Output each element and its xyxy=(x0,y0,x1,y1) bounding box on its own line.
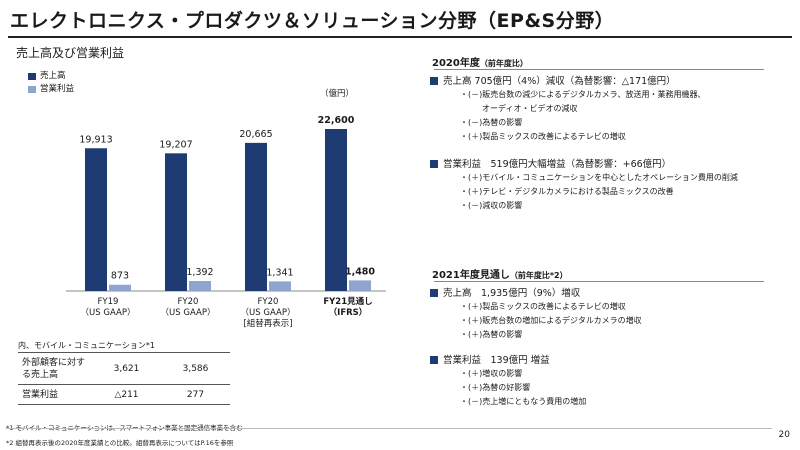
bullet-2020-op-income: 営業利益 519億円大幅増益（為替影響：+66億円） xyxy=(430,156,671,170)
x-tick-label: FY19 xyxy=(98,297,119,307)
footer-divider xyxy=(6,428,772,429)
section-2021-title-text: 2021年度見通し xyxy=(432,270,510,281)
bar-op-income xyxy=(189,281,211,291)
list-item: ・(＋)為替の好影響 xyxy=(460,383,531,392)
legend-item-sales: 売上高 xyxy=(28,70,74,83)
bar-op-income xyxy=(349,280,371,291)
section-2020-title-text: 2020年度 xyxy=(432,58,480,69)
bullet-square-icon xyxy=(430,289,438,297)
bullet-square-icon xyxy=(430,356,438,364)
table-row-label: 営業利益 xyxy=(18,384,92,405)
bullet-2020-sales: 売上高 705億円（4%）減収（為替影響：△171億円） xyxy=(430,73,676,87)
table-cell: △211 xyxy=(92,384,161,405)
data-label-op-income: 1,480 xyxy=(345,266,375,277)
bullet-text: 営業利益 139億円 増益 xyxy=(443,355,550,366)
x-tick-label: FY20 xyxy=(258,297,279,307)
table-cell: 277 xyxy=(161,384,230,405)
x-tick-label: [組替再表示] xyxy=(243,318,292,329)
bullet-2021-op-income: 営業利益 139億円 増益 xyxy=(430,352,550,366)
bullet-text: 営業利益 519億円大幅増益（為替影響：+66億円） xyxy=(443,159,672,170)
table-cell: 3,621 xyxy=(92,352,161,385)
x-tick-label: （US GAAP） xyxy=(81,307,136,318)
bar-sales xyxy=(85,148,107,291)
legend-label-op-income: 営業利益 xyxy=(40,84,75,94)
x-tick-label: （IFRS） xyxy=(329,307,368,318)
section-2020-subtitle: （前年度比） xyxy=(479,59,528,68)
bar-op-income xyxy=(269,281,291,291)
footnote-1: *1 モバイル・コミュニケーションは、スマートフォン事業と固定通信事業を含む xyxy=(6,424,243,432)
chart-unit-label: （億円） xyxy=(320,89,355,99)
data-label-op-income: 873 xyxy=(111,271,129,282)
bullet-text: 売上高 705億円（4%）減収（為替影響：△171億円） xyxy=(443,76,676,87)
list-item: ・(－)減収の影響 xyxy=(460,201,523,210)
segment-table-title: 内、モバイル・コミュニケーション*1 xyxy=(18,341,155,350)
list-item: ・(－)為替の影響 xyxy=(460,118,523,127)
list-item: ・(＋)モバイル・コミュニケーションを中心としたオペレーション費用の削減 xyxy=(460,173,738,182)
list-item: ・(－)販売台数の減少によるデジタルカメラ、放送用・業務用機器、 xyxy=(460,90,706,99)
bullet-square-icon xyxy=(430,77,438,85)
section-2021-divider xyxy=(434,281,764,282)
bullet-2021-sales: 売上高 1,935億円（9%）増収 xyxy=(430,285,580,299)
data-label-op-income: 1,392 xyxy=(186,267,213,278)
section-2021-subtitle: （前年度比*2） xyxy=(509,271,568,280)
bar-op-income xyxy=(109,284,131,291)
data-label-sales: 20,665 xyxy=(239,129,272,140)
data-label-sales: 22,600 xyxy=(318,115,355,126)
x-tick-label: FY20 xyxy=(178,297,199,307)
legend-item-op-income: 営業利益 xyxy=(28,83,74,96)
bullet-square-icon xyxy=(430,160,438,168)
data-label-sales: 19,207 xyxy=(159,139,192,150)
list-item: ・(＋)増収の影響 xyxy=(460,369,523,378)
legend-label-sales: 売上高 xyxy=(40,71,66,81)
title-divider xyxy=(8,36,792,38)
chart-legend: 売上高 営業利益 xyxy=(28,70,74,96)
section-2020-divider xyxy=(434,69,764,70)
list-item: ・(－)売上増にともなう費用の増加 xyxy=(460,397,587,406)
legend-swatch-sales xyxy=(28,73,36,80)
footnote-2: *2 組替再表示後の2020年度業績との比較。組替再表示についてはP.16を参照 xyxy=(6,439,234,447)
table-row: 外部顧客に対する売上高 3,621 3,586 xyxy=(18,352,230,385)
data-label-op-income: 1,341 xyxy=(266,267,293,278)
x-tick-label: （US GAAP） xyxy=(161,307,216,318)
page-number: 20 xyxy=(778,430,790,440)
bar-sales xyxy=(245,142,267,291)
chart-title: 売上高及び営業利益 xyxy=(16,46,125,60)
list-item: ・(＋)テレビ・デジタルカメラにおける製品ミックスの改善 xyxy=(460,187,674,196)
bullet-text: 売上高 1,935億円（9%）増収 xyxy=(443,288,581,299)
list-item: オーディオ・ビデオの減収 xyxy=(482,104,578,113)
page-title: エレクトロニクス・プロダクツ＆ソリューション分野（EP&S分野） xyxy=(10,10,615,32)
list-item: ・(＋)為替の影響 xyxy=(460,330,523,339)
table-row-label: 外部顧客に対する売上高 xyxy=(18,352,92,385)
data-label-sales: 19,913 xyxy=(79,134,112,145)
list-item: ・(＋)製品ミックスの改善によるテレビの増収 xyxy=(460,302,626,311)
x-tick-label: FY21見通し xyxy=(323,296,372,307)
list-item: ・(＋)販売台数の増加によるデジタルカメラの増収 xyxy=(460,316,642,325)
table-cell: 3,586 xyxy=(161,352,230,385)
section-2020-title: 2020年度（前年度比） xyxy=(432,54,528,69)
table-row: 営業利益 △211 277 xyxy=(18,384,230,405)
section-2021-title: 2021年度見通し（前年度比*2） xyxy=(432,266,568,281)
x-tick-label: （US GAAP） xyxy=(241,307,296,318)
legend-swatch-op-income xyxy=(28,86,36,93)
list-item: ・(＋)製品ミックスの改善によるテレビの増収 xyxy=(460,132,626,141)
segment-table: 外部顧客に対する売上高 3,621 3,586 営業利益 △211 277 xyxy=(18,352,230,405)
bar-sales xyxy=(165,153,187,291)
bar-sales xyxy=(325,129,347,291)
